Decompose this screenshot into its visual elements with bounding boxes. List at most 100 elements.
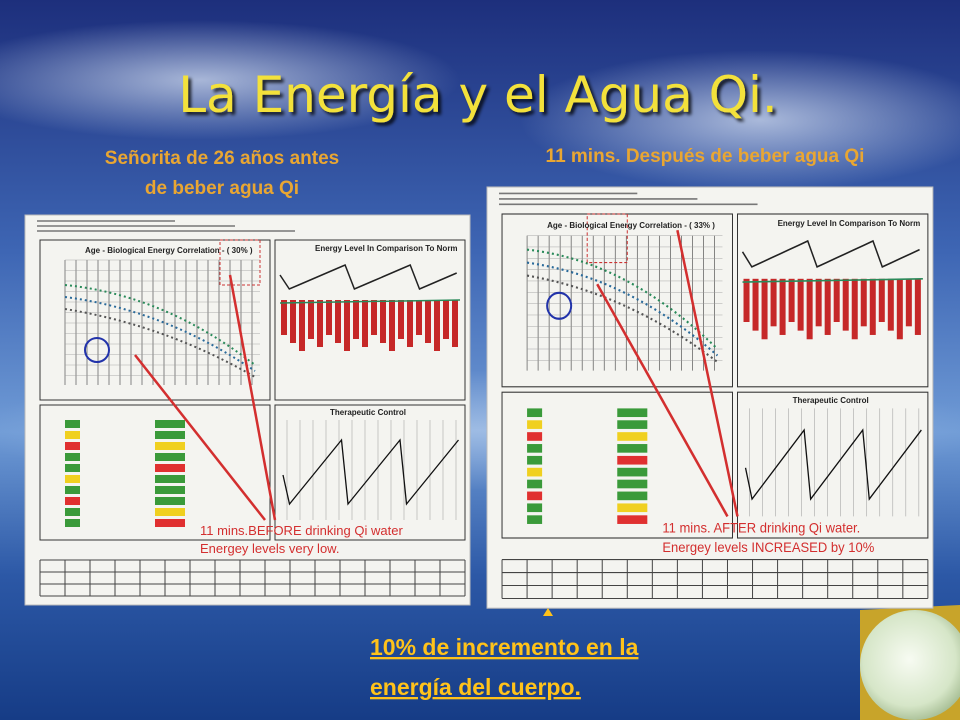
energy-bar xyxy=(860,278,867,327)
energy-bar xyxy=(407,300,413,347)
meter-cell xyxy=(155,453,185,461)
energy-bar xyxy=(326,300,332,335)
meter-cell xyxy=(65,475,80,483)
highlight-box xyxy=(219,239,261,286)
norm-line xyxy=(741,239,920,268)
meter-cell xyxy=(65,464,80,472)
chart-title: Age - Biological Energy Correlation - ( … xyxy=(547,220,715,230)
energy-bar xyxy=(299,300,305,351)
meter-cell xyxy=(65,442,80,450)
energy-bar xyxy=(743,278,750,322)
arrow xyxy=(596,283,729,518)
meter-cell xyxy=(65,519,80,527)
meter-cell xyxy=(617,491,648,501)
meter-cell xyxy=(527,479,543,489)
chart-title: Age - Biological Energy Correlation - ( … xyxy=(85,246,253,255)
chart-frame xyxy=(736,213,929,388)
caption: de beber agua Qi xyxy=(145,178,299,199)
chart-frame xyxy=(274,404,466,541)
meter-cell xyxy=(617,479,648,489)
meter-cell xyxy=(527,467,543,477)
meter-cell xyxy=(155,431,185,439)
therapy-line xyxy=(282,438,460,506)
chart-frame xyxy=(736,391,929,539)
energy-bar xyxy=(851,278,858,340)
meter-cell xyxy=(155,519,185,527)
therapy-line xyxy=(744,428,922,501)
annotation: Energey levels very low. xyxy=(200,541,339,556)
meter-cell xyxy=(527,432,543,441)
meter-cell xyxy=(65,453,80,461)
energy-bar xyxy=(914,278,921,335)
chart-title: Therapeutic Control xyxy=(793,395,869,405)
energy-bar xyxy=(770,278,777,327)
annotation: Energey levels INCREASED by 10% xyxy=(662,540,874,556)
arrow xyxy=(676,229,739,517)
energy-bar xyxy=(896,278,903,340)
norm-line xyxy=(279,264,457,290)
trend-curve xyxy=(64,284,256,366)
meter-cell xyxy=(155,442,185,450)
trend-curve xyxy=(526,248,719,350)
chart-frame xyxy=(501,391,733,539)
meter-cell xyxy=(65,497,80,505)
scan-before: Age - Biological Energy Correlation - ( … xyxy=(24,214,471,606)
energy-bar xyxy=(335,300,341,343)
meter-cell xyxy=(155,420,185,428)
energy-bar xyxy=(752,278,759,331)
energy-bar xyxy=(797,278,804,331)
meter-cell xyxy=(617,503,648,513)
energy-bar xyxy=(833,278,840,322)
energy-bar xyxy=(824,278,831,335)
chart-title: Energy Level In Comparison To Norm xyxy=(315,244,458,253)
norm-line xyxy=(742,277,923,283)
energy-bar xyxy=(317,300,323,347)
energy-bar xyxy=(362,300,368,347)
energy-bar xyxy=(281,300,287,335)
meter-cell xyxy=(65,431,80,439)
chart-title: Therapeutic Control xyxy=(330,408,406,417)
conclusion: energía del cuerpo. xyxy=(370,674,581,700)
trend-curve xyxy=(526,261,719,357)
meter-cell xyxy=(65,508,80,516)
meter-cell xyxy=(617,408,648,418)
meter-cell xyxy=(65,486,80,494)
energy-bar xyxy=(452,300,458,347)
meter-cell xyxy=(527,455,543,465)
scan-after: Age - Biological Energy Correlation - ( … xyxy=(486,186,934,609)
norm-line xyxy=(279,299,461,304)
energy-bar xyxy=(887,278,894,331)
trend-curve xyxy=(64,308,256,378)
meter-cell xyxy=(155,508,185,516)
chart-frame xyxy=(39,404,271,541)
energy-bar xyxy=(416,300,422,335)
energy-bar xyxy=(371,300,377,335)
arrow xyxy=(134,354,266,521)
energy-bar xyxy=(443,300,449,339)
energy-bar xyxy=(380,300,386,343)
coin xyxy=(860,610,960,720)
meter-cell xyxy=(617,467,648,477)
energy-bar xyxy=(425,300,431,343)
energy-bar xyxy=(761,278,768,340)
pointer xyxy=(543,608,553,616)
arrow xyxy=(228,274,277,521)
meter-cell xyxy=(155,464,185,472)
cloud xyxy=(0,20,460,140)
energy-bar xyxy=(308,300,314,339)
energy-bar xyxy=(290,300,296,343)
meter-cell xyxy=(527,491,543,501)
meter-cell xyxy=(527,515,543,524)
energy-bar xyxy=(353,300,359,339)
annotation: 11 mins.BEFORE drinking Qi water xyxy=(200,523,403,538)
meter-cell xyxy=(617,432,648,441)
meter-cell xyxy=(617,515,648,524)
meter-cell xyxy=(155,486,185,494)
meter-cell xyxy=(527,503,543,513)
chart-frame xyxy=(39,239,271,401)
energy-bar xyxy=(788,278,795,322)
energy-bar xyxy=(779,278,786,335)
energy-bar xyxy=(389,300,395,351)
caption: 11 mins. Después de beber agua Qi xyxy=(546,146,865,167)
